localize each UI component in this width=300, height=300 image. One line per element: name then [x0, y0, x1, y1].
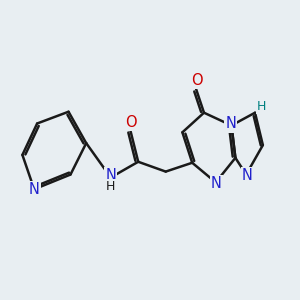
- Text: N: N: [105, 168, 116, 183]
- Text: H: H: [257, 100, 266, 113]
- Text: N: N: [29, 182, 40, 197]
- Text: N: N: [225, 116, 236, 131]
- Text: N: N: [242, 168, 253, 183]
- Text: O: O: [191, 74, 203, 88]
- Text: O: O: [125, 115, 137, 130]
- Text: H: H: [106, 180, 115, 193]
- Text: N: N: [211, 176, 222, 191]
